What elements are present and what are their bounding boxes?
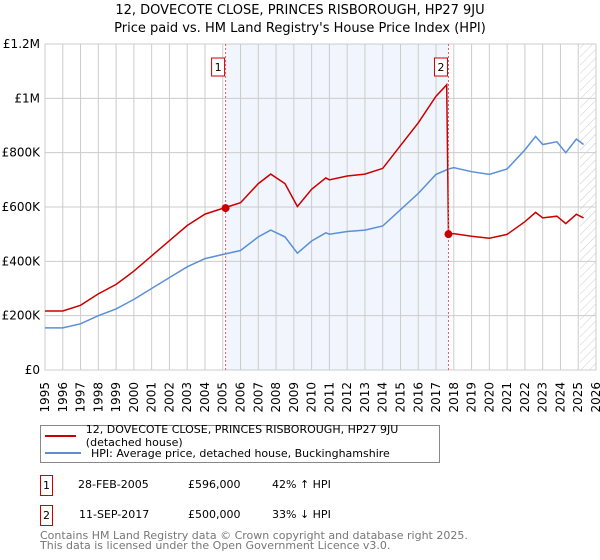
chart-subtitle: Price paid vs. HM Land Registry's House … — [114, 21, 486, 36]
sale-badge-label: 1 — [215, 61, 222, 74]
x-tick-label: 2025 — [571, 382, 585, 413]
y-tick-label: £200K — [2, 309, 42, 323]
sale-badge — [433, 57, 448, 77]
x-tick-label: 2016 — [411, 382, 425, 413]
legend-item-property: 12, DOVECOTE CLOSE, PRINCES RISBOROUGH, … — [45, 423, 439, 449]
x-tick-label: 2009 — [287, 382, 301, 413]
plot-frame — [44, 43, 597, 371]
x-tick-label: 2003 — [180, 382, 194, 413]
y-tick-label: £1.2M — [3, 37, 40, 51]
x-tick-label: 1999 — [109, 382, 123, 413]
transaction-badge: 2 — [40, 505, 53, 526]
transaction-date: 11-SEP-2017 — [79, 508, 150, 521]
transaction-hpi: 33% ↓ HPI — [272, 508, 331, 521]
x-tick-label: 2000 — [127, 382, 141, 413]
x-tick-label: 2005 — [216, 382, 230, 413]
y-tick-label: £1M — [14, 91, 40, 105]
transaction-price: £500,000 — [188, 508, 241, 521]
x-tick-label: 2022 — [518, 382, 532, 413]
transaction-hpi: 42% ↑ HPI — [272, 478, 331, 491]
legend-swatch-blue — [45, 452, 81, 454]
sale-point — [221, 204, 230, 213]
x-tick-label: 2019 — [465, 382, 479, 413]
x-tick-label: 1995 — [38, 382, 52, 413]
sale-badge-label: 2 — [437, 61, 444, 74]
x-tick-label: 1996 — [56, 382, 70, 413]
sale-point — [444, 230, 453, 239]
legend-item-hpi: HPI: Average price, detached house, Buck… — [45, 445, 390, 461]
transaction-badge: 1 — [40, 475, 53, 496]
x-tick-label: 2001 — [145, 382, 159, 413]
x-tick-label: 2011 — [322, 382, 336, 413]
legend-label-property: 12, DOVECOTE CLOSE, PRINCES RISBOROUGH, … — [85, 423, 399, 449]
y-tick-label: £600K — [2, 200, 42, 214]
x-tick-label: 2014 — [376, 382, 390, 413]
footer: Contains HM Land Registry data © Crown c… — [40, 529, 468, 552]
hpi-line — [45, 135, 585, 329]
x-tick-label: 2015 — [393, 382, 407, 413]
sale-badge — [211, 57, 226, 77]
x-tick-label: 2018 — [447, 382, 461, 413]
x-tick-label: 2013 — [358, 382, 372, 413]
x-tick-label: 2002 — [162, 382, 176, 413]
x-tick-label: 2026 — [589, 382, 600, 413]
x-tick-label: 2004 — [198, 382, 212, 413]
y-tick-label: £400K — [2, 254, 42, 268]
y-tick-label: £0 — [25, 363, 40, 377]
legend-swatch-red — [45, 435, 76, 437]
x-tick-label: 1998 — [91, 382, 105, 413]
x-tick-label: 2017 — [429, 382, 443, 413]
x-tick-label: 2020 — [482, 382, 496, 413]
footer-copyright: Contains HM Land Registry data © Crown c… — [40, 529, 468, 542]
price-paid-line — [45, 82, 584, 312]
x-tick-label: 2010 — [305, 382, 319, 413]
chart-legend: 12, DOVECOTE CLOSE, PRINCES RISBOROUGH, … — [40, 423, 440, 463]
transaction-date: 28-FEB-2005 — [78, 478, 149, 491]
y-tick-label: £800K — [2, 146, 42, 160]
x-tick-label: 2024 — [553, 382, 567, 413]
x-tick-label: 2007 — [251, 382, 265, 413]
x-tick-label: 2006 — [234, 382, 248, 413]
legend-label-hpi: HPI: Average price, detached house, Buck… — [91, 446, 390, 460]
footer-licence: This data is licensed under the Open Gov… — [40, 539, 391, 552]
x-tick-label: 2012 — [340, 382, 354, 413]
transaction-price: £596,000 — [188, 478, 241, 491]
x-tick-label: 2021 — [500, 382, 514, 413]
x-tick-label: 2023 — [536, 382, 550, 413]
x-tick-label: 2008 — [269, 382, 283, 413]
x-tick-label: 1997 — [74, 382, 88, 413]
chart-title: 12, DOVECOTE CLOSE, PRINCES RISBOROUGH, … — [115, 3, 485, 18]
